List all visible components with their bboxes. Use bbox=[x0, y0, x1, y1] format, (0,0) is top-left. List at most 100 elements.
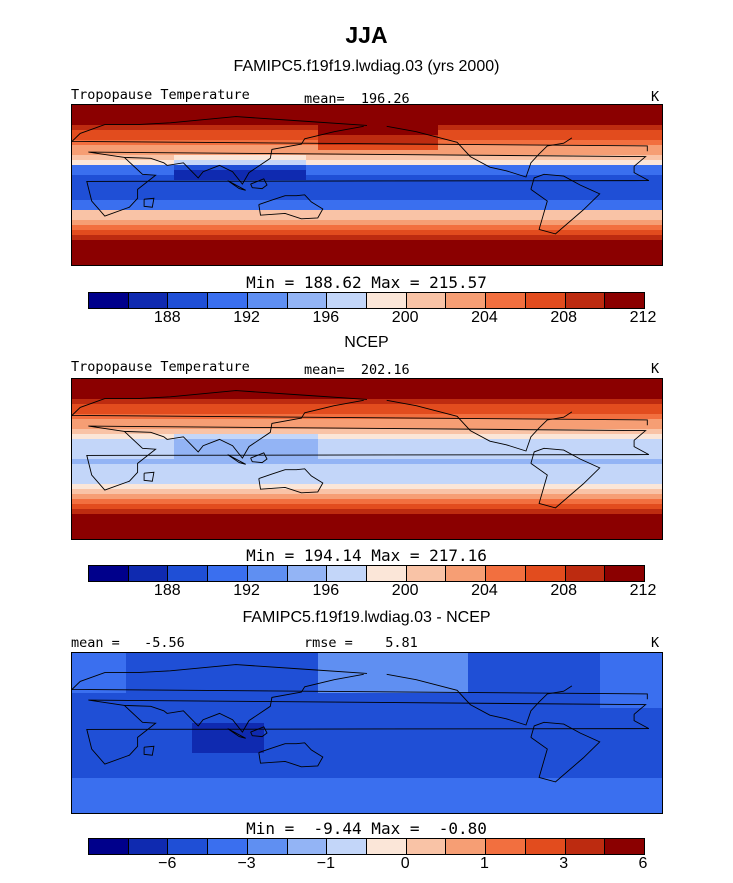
contour-cell bbox=[120, 414, 127, 420]
contour-cell bbox=[204, 145, 211, 151]
contour-cell bbox=[78, 469, 85, 475]
contour-cell bbox=[630, 449, 637, 455]
contour-cell bbox=[330, 195, 337, 201]
contour-cell bbox=[156, 225, 163, 231]
contour-cell bbox=[228, 185, 235, 191]
contour-cell bbox=[486, 215, 493, 221]
contour-cell bbox=[552, 379, 559, 385]
contour-cell bbox=[96, 384, 103, 390]
contour-cell bbox=[654, 135, 661, 141]
contour-cell bbox=[396, 454, 403, 460]
contour-cell bbox=[90, 175, 97, 181]
contour-cell bbox=[252, 125, 259, 131]
contour-cell bbox=[366, 454, 373, 460]
contour-cell bbox=[426, 160, 433, 166]
contour-cell bbox=[420, 459, 427, 465]
contour-cell bbox=[414, 454, 421, 460]
contour-cell bbox=[252, 110, 259, 116]
contour-cell bbox=[96, 155, 103, 161]
contour-cell bbox=[546, 424, 553, 430]
contour-cell bbox=[396, 434, 403, 440]
contour-cell bbox=[546, 205, 553, 211]
contour-cell bbox=[198, 449, 205, 455]
contour-cell bbox=[102, 220, 109, 226]
contour-cell bbox=[294, 379, 301, 385]
contour-cell bbox=[384, 145, 391, 151]
contour-cell bbox=[168, 439, 175, 445]
contour-cell bbox=[378, 220, 385, 226]
contour-cell bbox=[324, 240, 331, 246]
contour-cell bbox=[174, 444, 181, 450]
contour-cell bbox=[318, 384, 325, 390]
contour-cell bbox=[456, 429, 463, 435]
contour-cell bbox=[576, 449, 583, 455]
contour-cell bbox=[492, 155, 499, 161]
contour-cell bbox=[204, 165, 211, 171]
contour-cell bbox=[192, 115, 199, 121]
contour-cell bbox=[264, 245, 271, 251]
contour-cell bbox=[558, 125, 565, 131]
contour-cell bbox=[486, 404, 493, 410]
contour-cell bbox=[450, 140, 457, 146]
contour-cell bbox=[654, 235, 661, 241]
contour-cell bbox=[204, 394, 211, 400]
contour-cell bbox=[288, 449, 295, 455]
contour-cell bbox=[528, 245, 535, 251]
contour-cell bbox=[534, 175, 541, 181]
contour-cell bbox=[642, 225, 649, 231]
contour-cell bbox=[174, 165, 181, 171]
contour-cell bbox=[462, 125, 469, 131]
contour-cell bbox=[432, 140, 439, 146]
contour-cell bbox=[300, 195, 307, 201]
contour-cell bbox=[396, 175, 403, 181]
contour-cell bbox=[636, 260, 643, 265]
contour-cell bbox=[264, 200, 271, 206]
contour-cell bbox=[558, 110, 565, 116]
contour-cell bbox=[504, 389, 511, 395]
contour-cell bbox=[180, 185, 187, 191]
contour-cell bbox=[198, 120, 205, 126]
contour-cell bbox=[408, 245, 415, 251]
contour-cell bbox=[270, 250, 277, 256]
contour-cell bbox=[342, 429, 349, 435]
contour-cell bbox=[336, 150, 343, 156]
contour-cell bbox=[528, 250, 535, 256]
contour-cell bbox=[534, 429, 541, 435]
contour-cell bbox=[222, 464, 229, 470]
contour-cell bbox=[444, 145, 451, 151]
contour-cell bbox=[540, 389, 547, 395]
contour-cell bbox=[258, 125, 265, 131]
contour-cell bbox=[306, 190, 313, 196]
contour-cell bbox=[324, 404, 331, 410]
contour-cell bbox=[654, 110, 661, 116]
contour-cell bbox=[480, 255, 487, 261]
contour-cell bbox=[198, 115, 205, 121]
contour-cell bbox=[654, 170, 661, 176]
contour-cell bbox=[294, 394, 301, 400]
contour-cell bbox=[480, 200, 487, 206]
contour-cell bbox=[546, 145, 553, 151]
contour-cell bbox=[138, 110, 145, 116]
contour-cell bbox=[492, 235, 499, 241]
contour-cell bbox=[540, 165, 547, 171]
contour-cell bbox=[192, 215, 199, 221]
contour-cell bbox=[120, 225, 127, 231]
contour-cell bbox=[426, 195, 433, 201]
contour-cell bbox=[180, 115, 187, 121]
contour-cell bbox=[294, 110, 301, 116]
contour-cell bbox=[378, 235, 385, 241]
contour-cell bbox=[378, 429, 385, 435]
contour-cell bbox=[192, 444, 199, 450]
contour-cell bbox=[372, 210, 379, 216]
contour-cell bbox=[126, 404, 133, 410]
contour-cell bbox=[114, 125, 121, 131]
contour-cell bbox=[612, 155, 619, 161]
contour-cell bbox=[300, 389, 307, 395]
contour-cell bbox=[396, 439, 403, 445]
contour-cell bbox=[360, 384, 367, 390]
contour-cell bbox=[192, 225, 199, 231]
contour-cell bbox=[582, 240, 589, 246]
contour-cell bbox=[132, 175, 139, 181]
contour-cell bbox=[228, 230, 235, 236]
contour-cell bbox=[246, 190, 253, 196]
